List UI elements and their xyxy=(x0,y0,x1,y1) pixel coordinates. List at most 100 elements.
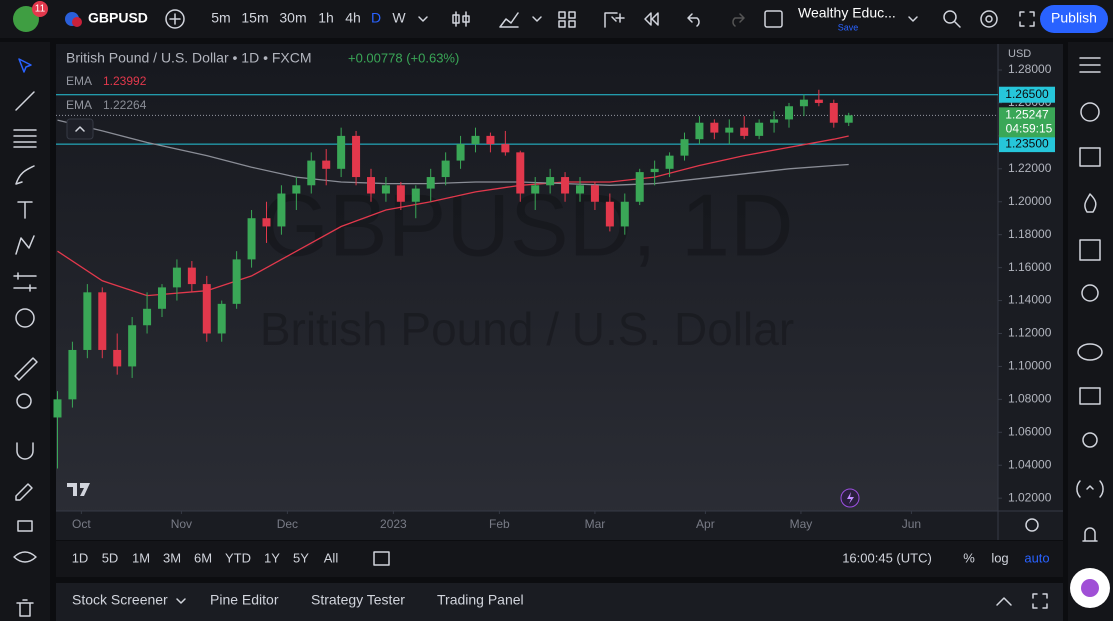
layouts[interactable] xyxy=(558,11,576,28)
layout-name[interactable]: Wealthy Educ... xyxy=(798,5,896,21)
publish[interactable]: Publish xyxy=(1051,10,1097,26)
percent-toggle[interactable]: % xyxy=(963,550,975,565)
ideas-stream[interactable] xyxy=(1082,432,1098,448)
visibility-tool[interactable] xyxy=(13,551,37,563)
range-button[interactable]: YTD xyxy=(225,550,251,565)
prediction-tool[interactable] xyxy=(13,272,37,292)
replay[interactable] xyxy=(644,12,659,26)
search[interactable] xyxy=(943,10,957,24)
collapse-panel[interactable] xyxy=(996,597,1012,606)
currency[interactable]: USD xyxy=(1008,48,1031,60)
streams[interactable] xyxy=(1076,480,1104,498)
trash-tool[interactable] xyxy=(16,599,34,617)
pattern-tool[interactable] xyxy=(15,235,35,255)
interval[interactable]: 4h xyxy=(345,10,361,26)
alerts[interactable] xyxy=(1080,102,1100,122)
messages[interactable] xyxy=(1079,387,1101,405)
add-symbol[interactable] xyxy=(165,9,185,29)
candle-body xyxy=(53,399,62,418)
fullscreen[interactable] xyxy=(1019,11,1035,27)
range-button[interactable]: 1D xyxy=(72,550,89,565)
candle-body xyxy=(143,308,152,326)
undo[interactable] xyxy=(687,13,700,27)
zoom-tool[interactable] xyxy=(16,393,32,409)
chevron[interactable] xyxy=(418,16,428,22)
panel-tab[interactable]: Strategy Tester xyxy=(311,592,405,608)
interval[interactable]: 30m xyxy=(279,10,306,26)
auto-toggle[interactable]: auto xyxy=(1024,550,1049,565)
fib-tool[interactable] xyxy=(13,129,37,148)
candle-body xyxy=(486,135,495,145)
axis-settings[interactable] xyxy=(1025,518,1039,532)
range-button[interactable]: 3M xyxy=(163,550,181,565)
draw-lock[interactable] xyxy=(15,483,33,501)
candle-body xyxy=(128,325,137,367)
ideas[interactable] xyxy=(1084,193,1097,213)
assistant xyxy=(1081,579,1099,597)
chevron[interactable] xyxy=(176,598,186,604)
watchlist[interactable] xyxy=(1079,57,1101,73)
alert[interactable] xyxy=(604,12,625,28)
settings[interactable] xyxy=(980,10,998,28)
measure-tool[interactable] xyxy=(14,357,38,381)
x-tick-label: Oct xyxy=(72,517,91,531)
interval[interactable]: 5m xyxy=(211,10,230,26)
candle-body xyxy=(665,155,674,169)
candle-body xyxy=(262,218,271,227)
chevron[interactable] xyxy=(532,16,542,22)
panel-tab[interactable]: Pine Editor xyxy=(210,592,279,608)
interval[interactable]: 15m xyxy=(241,10,268,26)
icon-tool[interactable] xyxy=(15,308,35,328)
range-button[interactable]: 5D xyxy=(102,550,119,565)
candle-body xyxy=(770,119,779,123)
last-price-label: 1.25247 xyxy=(1005,108,1049,122)
interval[interactable]: W xyxy=(392,10,406,26)
insights[interactable] xyxy=(1081,284,1099,302)
collapse-button[interactable] xyxy=(66,118,94,140)
x-tick-label: Apr xyxy=(696,517,715,531)
hotlist[interactable] xyxy=(1079,147,1101,167)
calendar[interactable] xyxy=(1079,239,1101,261)
redo[interactable] xyxy=(732,13,745,27)
range-button[interactable]: 6M xyxy=(194,550,212,565)
tv-logo xyxy=(67,483,90,496)
candle-body xyxy=(635,172,644,202)
magnet-tool[interactable] xyxy=(16,442,34,460)
log-toggle[interactable]: log xyxy=(991,550,1008,565)
maximize-panel[interactable] xyxy=(1032,593,1048,609)
range-button[interactable]: 1M xyxy=(132,550,150,565)
layout-box[interactable] xyxy=(764,10,783,28)
symbol[interactable]: GBPUSD xyxy=(88,10,148,26)
interval[interactable]: 1h xyxy=(318,10,334,26)
lock-tool[interactable] xyxy=(17,520,33,532)
chats[interactable] xyxy=(1077,343,1103,361)
panel-tab[interactable]: Trading Panel xyxy=(437,592,524,608)
range-button[interactable]: All xyxy=(324,550,339,565)
range-button[interactable]: 1Y xyxy=(264,550,280,565)
candle-body xyxy=(202,284,211,334)
candle-body xyxy=(396,185,405,202)
range-button[interactable]: 5Y xyxy=(293,550,309,565)
watermark: GBPUSD, 1D xyxy=(260,175,793,274)
search xyxy=(954,21,961,28)
brush-tool[interactable] xyxy=(15,165,35,185)
candle-body xyxy=(113,349,122,367)
indicators[interactable] xyxy=(499,12,519,28)
interval[interactable]: D xyxy=(371,10,381,26)
candle-body xyxy=(187,267,196,285)
go-to-date[interactable] xyxy=(373,551,390,566)
text-tool[interactable] xyxy=(17,201,33,219)
line-tool[interactable] xyxy=(15,91,35,111)
chart-type[interactable] xyxy=(452,11,470,27)
publish-button[interactable] xyxy=(1040,5,1108,33)
candle-body xyxy=(680,139,689,156)
range-bar xyxy=(56,541,1063,577)
panel-tab[interactable]: Stock Screener xyxy=(72,592,168,608)
logo[interactable] xyxy=(13,6,39,32)
notifications[interactable] xyxy=(1082,527,1098,542)
chevron[interactable] xyxy=(908,16,918,22)
cursor-tool[interactable] xyxy=(18,58,32,73)
save[interactable]: Save xyxy=(838,22,859,32)
left-toolbar xyxy=(0,42,50,621)
legend-value: 1.23992 xyxy=(103,74,147,88)
